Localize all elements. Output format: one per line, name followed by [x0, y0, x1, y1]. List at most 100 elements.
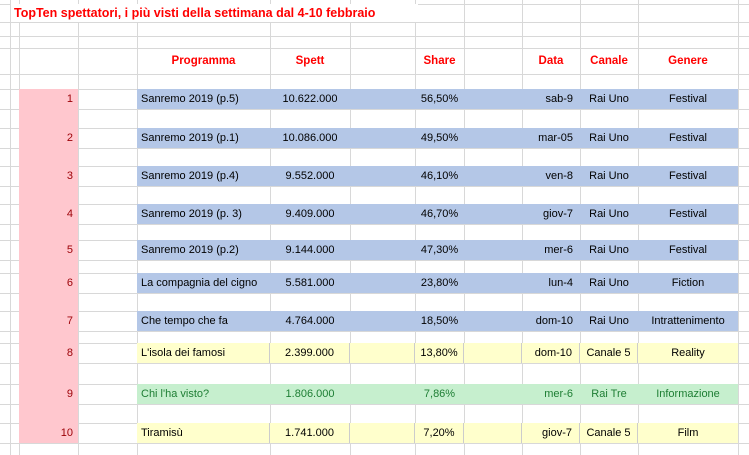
table-row: Sanremo 2019 (p.2) 9.144.000 47,30% mer-…	[137, 240, 738, 260]
cell-canale[interactable]: Rai Uno	[580, 166, 638, 186]
cell-rank[interactable]: 1	[66, 93, 73, 105]
cell-programma[interactable]: Sanremo 2019 (p.4)	[137, 166, 270, 186]
cell-spett[interactable]: 9.552.000	[270, 166, 350, 186]
cell-share[interactable]: 7,20%	[415, 423, 464, 443]
cell-empty[interactable]	[464, 204, 522, 224]
cell-share[interactable]: 56,50%	[415, 89, 464, 109]
gridline	[0, 443, 749, 444]
cell-genere[interactable]: Festival	[638, 204, 738, 224]
cell-canale[interactable]: Rai Uno	[580, 311, 638, 331]
cell-share[interactable]: 23,80%	[415, 273, 464, 293]
cell-empty[interactable]	[464, 166, 522, 186]
cell-genere[interactable]: Informazione	[638, 384, 738, 404]
cell-programma[interactable]: Sanremo 2019 (p. 3)	[137, 204, 270, 224]
cell-data[interactable]: sab-9	[522, 89, 580, 109]
cell-programma[interactable]: La compagnia del cigno	[137, 273, 270, 293]
cell-programma[interactable]: Sanremo 2019 (p.2)	[137, 240, 270, 260]
cell-spett[interactable]: 10.086.000	[270, 128, 350, 148]
cell-data[interactable]: ven-8	[522, 166, 580, 186]
sheet-title[interactable]: TopTen spettatori, i più visti della set…	[11, 4, 418, 22]
cell-rank[interactable]: 10	[60, 427, 73, 439]
cell-rank[interactable]: 5	[66, 244, 73, 256]
cell-data[interactable]: giov-7	[522, 204, 580, 224]
cell-programma[interactable]: L'isola dei famosi	[137, 343, 270, 363]
column-header-share[interactable]: Share	[423, 55, 456, 67]
cell-empty[interactable]	[350, 128, 415, 148]
cell-canale[interactable]: Rai Uno	[580, 240, 638, 260]
cell-genere[interactable]: Festival	[638, 89, 738, 109]
cell-spett[interactable]: 10.622.000	[270, 89, 350, 109]
cell-data[interactable]: mar-05	[522, 128, 580, 148]
cell-data[interactable]: dom-10	[522, 311, 580, 331]
cell-empty[interactable]	[350, 240, 415, 260]
cell-programma[interactable]: Che tempo che fa	[137, 311, 270, 331]
cell-rank[interactable]: 8	[66, 347, 73, 359]
cell-rank[interactable]: 3	[66, 170, 73, 182]
cell-share[interactable]: 46,70%	[415, 204, 464, 224]
cell-empty[interactable]	[350, 166, 415, 186]
cell-empty[interactable]	[350, 343, 415, 363]
cell-empty[interactable]	[350, 311, 415, 331]
cell-spett[interactable]: 2.399.000	[270, 343, 350, 363]
cell-data[interactable]: lun-4	[522, 273, 580, 293]
cell-share[interactable]: 47,30%	[415, 240, 464, 260]
cell-genere[interactable]: Festival	[638, 128, 738, 148]
cell-canale[interactable]: Rai Uno	[580, 128, 638, 148]
cell-spett[interactable]: 1.741.000	[270, 423, 350, 443]
cell-programma[interactable]: Chi l'ha visto?	[137, 384, 270, 404]
column-header-programma[interactable]: Programma	[171, 55, 236, 67]
cell-share[interactable]: 46,10%	[415, 166, 464, 186]
cell-programma[interactable]: Sanremo 2019 (p.1)	[137, 128, 270, 148]
cell-genere[interactable]: Film	[638, 423, 738, 443]
cell-empty[interactable]	[464, 89, 522, 109]
column-header-spett[interactable]: Spett	[295, 55, 325, 67]
cell-share[interactable]: 18,50%	[415, 311, 464, 331]
gridline	[78, 0, 79, 455]
cell-spett[interactable]: 1.806.000	[270, 384, 350, 404]
cell-share[interactable]: 49,50%	[415, 128, 464, 148]
column-header-canale[interactable]: Canale	[590, 55, 628, 67]
cell-canale[interactable]: Rai Uno	[580, 89, 638, 109]
cell-canale[interactable]: Rai Tre	[580, 384, 638, 404]
cell-genere[interactable]: Reality	[638, 343, 738, 363]
cell-data[interactable]: giov-7	[522, 423, 580, 443]
cell-rank[interactable]: 2	[66, 132, 73, 144]
cell-empty[interactable]	[350, 273, 415, 293]
cell-canale[interactable]: Rai Uno	[580, 204, 638, 224]
cell-empty[interactable]	[350, 89, 415, 109]
cell-genere[interactable]: Fiction	[638, 273, 738, 293]
cell-spett[interactable]: 9.144.000	[270, 240, 350, 260]
cell-share[interactable]: 13,80%	[415, 343, 464, 363]
cell-rank[interactable]: 9	[66, 388, 73, 400]
cell-share[interactable]: 7,86%	[415, 384, 464, 404]
cell-data[interactable]: mer-6	[522, 384, 580, 404]
cell-canale[interactable]: Canale 5	[580, 343, 638, 363]
cell-genere[interactable]: Festival	[638, 240, 738, 260]
cell-empty[interactable]	[464, 128, 522, 148]
column-header-data[interactable]: Data	[538, 55, 564, 67]
cell-spett[interactable]: 4.764.000	[270, 311, 350, 331]
cell-canale[interactable]: Canale 5	[580, 423, 638, 443]
cell-spett[interactable]: 5.581.000	[270, 273, 350, 293]
cell-empty[interactable]	[464, 343, 522, 363]
cell-programma[interactable]: Tiramisù	[137, 423, 270, 443]
cell-rank[interactable]: 6	[66, 277, 73, 289]
cell-canale[interactable]: Rai Uno	[580, 273, 638, 293]
cell-empty[interactable]	[464, 423, 522, 443]
cell-empty[interactable]	[464, 311, 522, 331]
cell-data[interactable]: mer-6	[522, 240, 580, 260]
cell-empty[interactable]	[464, 240, 522, 260]
cell-data[interactable]: dom-10	[522, 343, 580, 363]
cell-programma[interactable]: Sanremo 2019 (p.5)	[137, 89, 270, 109]
cell-empty[interactable]	[350, 204, 415, 224]
cell-rank[interactable]: 4	[66, 208, 73, 220]
cell-spett[interactable]: 9.409.000	[270, 204, 350, 224]
cell-empty[interactable]	[350, 384, 415, 404]
cell-empty[interactable]	[464, 273, 522, 293]
cell-empty[interactable]	[350, 423, 415, 443]
cell-genere[interactable]: Intrattenimento	[638, 311, 738, 331]
cell-rank[interactable]: 7	[66, 315, 73, 327]
cell-empty[interactable]	[464, 384, 522, 404]
column-header-genere[interactable]: Genere	[668, 55, 708, 67]
cell-genere[interactable]: Festival	[638, 166, 738, 186]
